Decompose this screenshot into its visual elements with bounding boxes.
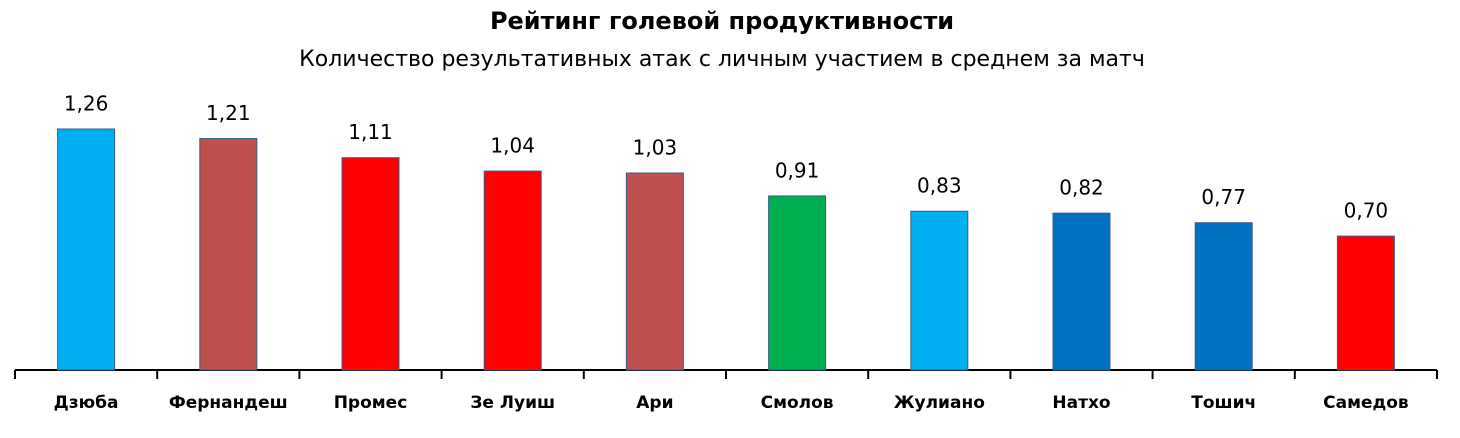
value-label: 1,11 — [348, 120, 393, 144]
value-label: 1,04 — [490, 134, 535, 158]
value-label: 0,77 — [1201, 185, 1246, 209]
x-tick-label: Дзюба — [54, 393, 119, 413]
bar — [57, 128, 116, 371]
x-tick-label: Промес — [334, 393, 408, 413]
bar — [199, 138, 258, 371]
x-tick-label: Жулиано — [894, 393, 985, 413]
bar — [910, 210, 969, 371]
x-tick-label: Самедов — [1323, 393, 1409, 413]
value-label: 1,21 — [206, 101, 251, 125]
x-tick-label: Фернандеш — [169, 393, 288, 413]
bar — [625, 172, 684, 371]
x-tick-label: Ари — [636, 393, 673, 413]
value-label: 0,82 — [1059, 176, 1104, 200]
x-tick-label: Тошич — [1191, 393, 1256, 413]
bar — [1052, 212, 1111, 371]
x-tick-label: Натхо — [1052, 393, 1110, 413]
bar — [1336, 235, 1395, 371]
x-tick-label: Смолов — [761, 393, 834, 413]
value-label: 1,26 — [64, 92, 109, 116]
bar — [1194, 222, 1253, 371]
chart-title: Рейтинг голевой продуктивности — [490, 7, 954, 35]
value-label: 0,70 — [1344, 199, 1389, 223]
bar — [341, 157, 400, 371]
x-tick-label: Зе Луиш — [470, 393, 555, 413]
chart-subtitle: Количество результативных атак с личным … — [299, 47, 1145, 72]
value-label: 1,03 — [633, 135, 678, 159]
bar — [483, 170, 542, 371]
value-label: 0,91 — [775, 158, 820, 182]
bar — [768, 195, 827, 371]
value-label: 0,83 — [917, 174, 962, 198]
